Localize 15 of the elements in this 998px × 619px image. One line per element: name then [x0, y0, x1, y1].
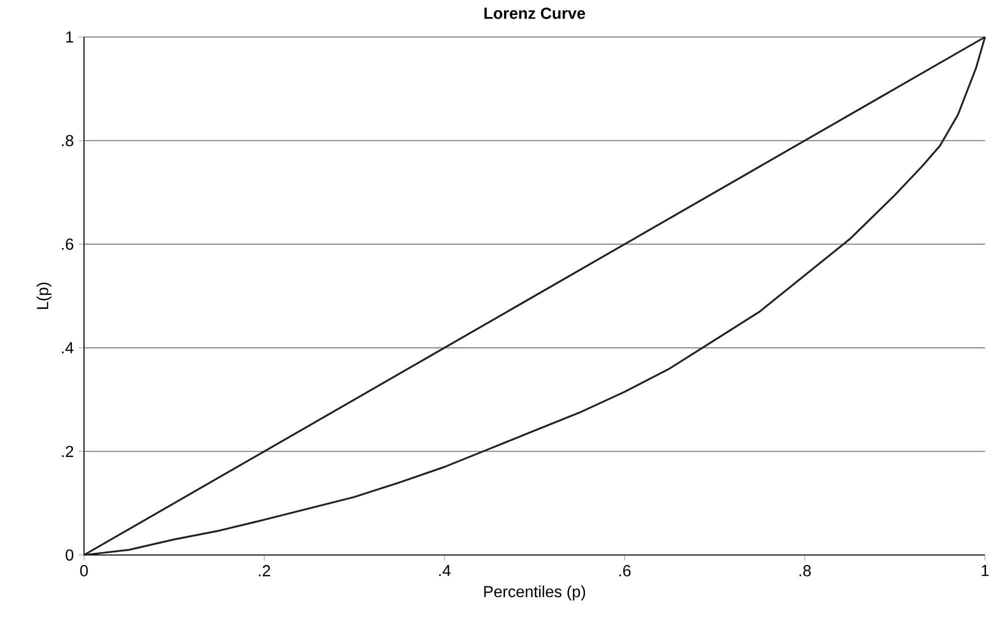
y-tick-label: .2 [62, 446, 74, 457]
chart-title: Lorenz Curve [484, 8, 586, 19]
y-tick-label: .4 [62, 342, 74, 354]
x-tick-label: .6 [619, 565, 631, 576]
x-tick-label: 1 [982, 565, 989, 576]
x-axis-title: Percentiles (p) [484, 586, 586, 600]
y-tick-label: .8 [62, 134, 74, 146]
x-tick-label: .8 [800, 565, 811, 576]
y-axis-title: L(p) [36, 282, 52, 309]
y-tick-label: 0 [66, 549, 74, 561]
x-tick-label: .2 [259, 565, 270, 576]
x-tick-label: .4 [439, 565, 451, 576]
x-tick-label: 0 [80, 565, 88, 576]
y-tick-label: .6 [62, 238, 74, 250]
y-tick-label: 1 [66, 32, 74, 43]
